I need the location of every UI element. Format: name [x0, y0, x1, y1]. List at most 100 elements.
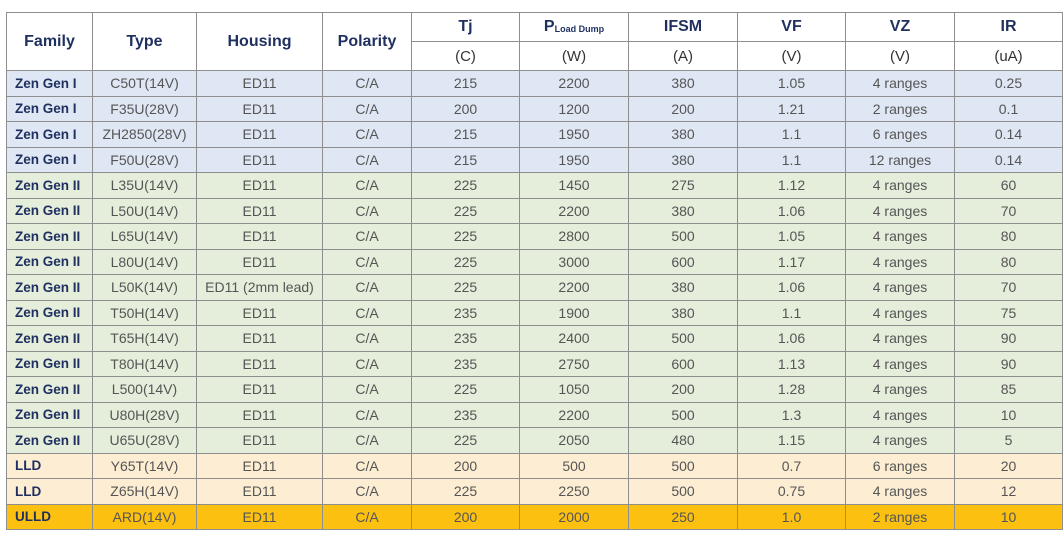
data-cell: L80U(14V) — [92, 248, 197, 275]
data-cell: 1.3 — [737, 401, 846, 428]
data-cell: 2200 — [519, 401, 629, 428]
family-cell: Zen Gen II — [6, 197, 93, 224]
data-cell: 200 — [411, 503, 520, 530]
data-cell: 600 — [628, 248, 738, 275]
data-cell: ED11 — [196, 452, 323, 479]
data-cell: 2 ranges — [845, 95, 955, 122]
data-cell: 75 — [954, 299, 1063, 326]
data-cell: 12 ranges — [845, 146, 955, 173]
column-header: Family — [6, 12, 93, 71]
data-cell: 1.1 — [737, 146, 846, 173]
family-cell: Zen Gen II — [6, 325, 93, 352]
data-cell: 85 — [954, 376, 1063, 403]
table-row: Zen Gen I F50U(28V) ED11 C/A 215 1950 380 1.1 12… — [6, 146, 1063, 173]
table-row: Zen Gen II T50H(14V) ED11 C/A 235 1900 380 1.1 4… — [6, 299, 1063, 326]
data-cell: C/A — [322, 350, 412, 377]
data-cell: 235 — [411, 299, 520, 326]
data-cell: 4 ranges — [845, 172, 955, 199]
data-cell: 235 — [411, 401, 520, 428]
data-cell: 4 ranges — [845, 223, 955, 250]
data-cell: 500 — [628, 478, 738, 505]
data-cell: ED11 — [196, 427, 323, 454]
table-row: LLD Z65H(14V) ED11 C/A 225 2250 500 0.75 4 range… — [6, 478, 1063, 505]
column-label: Tj — [458, 18, 473, 35]
data-cell: 4 ranges — [845, 274, 955, 301]
spec-table: Family Type Housing Polarity Tj PLoad Dump IFS… — [6, 12, 1063, 530]
column-label: P — [543, 18, 555, 35]
data-cell: C/A — [322, 274, 412, 301]
data-cell: 2200 — [519, 197, 629, 224]
column-label: Type — [126, 32, 163, 50]
table-row: Zen Gen II L50K(14V) ED11 (2mm lead) C/A 225… — [6, 274, 1063, 301]
data-cell: C/A — [322, 503, 412, 530]
data-cell: 250 — [628, 503, 738, 530]
data-cell: 1.12 — [737, 172, 846, 199]
data-cell: 2200 — [519, 70, 629, 97]
data-cell: 1.17 — [737, 248, 846, 275]
data-cell: ED11 — [196, 376, 323, 403]
data-cell: L50K(14V) — [92, 274, 197, 301]
column-unit: (uA) — [954, 41, 1063, 71]
data-cell: 235 — [411, 325, 520, 352]
column-label: VF — [781, 18, 802, 35]
data-cell: 4 ranges — [845, 478, 955, 505]
data-cell: ED11 — [196, 197, 323, 224]
data-cell: 80 — [954, 248, 1063, 275]
data-cell: 1950 — [519, 121, 629, 148]
data-cell: 225 — [411, 172, 520, 199]
data-cell: 1.05 — [737, 223, 846, 250]
table-row: Zen Gen I ZH2850(28V) ED11 C/A 215 1950 380 1.1… — [6, 121, 1063, 148]
data-cell: 380 — [628, 197, 738, 224]
data-cell: 1050 — [519, 376, 629, 403]
column-header: IR — [954, 12, 1063, 42]
column-header: Type — [92, 12, 197, 71]
data-cell: 2750 — [519, 350, 629, 377]
data-cell: C/A — [322, 478, 412, 505]
data-cell: 4 ranges — [845, 197, 955, 224]
table-row: LLD Y65T(14V) ED11 C/A 200 500 500 0.7 6 ranges 2… — [6, 452, 1063, 479]
data-cell: 1.06 — [737, 197, 846, 224]
table-row: Zen Gen I F35U(28V) ED11 C/A 200 1200 200 1.21 2… — [6, 95, 1063, 122]
table-row: Zen Gen II L35U(14V) ED11 C/A 225 1450 275 1.12… — [6, 172, 1063, 199]
column-label: IFSM — [663, 18, 703, 35]
data-cell: ZH2850(28V) — [92, 121, 197, 148]
data-cell: 0.1 — [954, 95, 1063, 122]
data-cell: 4 ranges — [845, 401, 955, 428]
data-cell: T65H(14V) — [92, 325, 197, 352]
data-cell: ARD(14V) — [92, 503, 197, 530]
data-cell: 215 — [411, 70, 520, 97]
data-cell: 225 — [411, 274, 520, 301]
data-cell: 480 — [628, 427, 738, 454]
data-cell: 80 — [954, 223, 1063, 250]
data-cell: 1950 — [519, 146, 629, 173]
data-cell: 4 ranges — [845, 325, 955, 352]
family-cell: Zen Gen II — [6, 376, 93, 403]
data-cell: 90 — [954, 350, 1063, 377]
data-cell: 70 — [954, 197, 1063, 224]
column-header: Housing — [196, 12, 323, 71]
column-unit: (A) — [628, 41, 738, 71]
data-cell: 380 — [628, 121, 738, 148]
column-label: VZ — [889, 18, 911, 35]
table-row: Zen Gen II T65H(14V) ED11 C/A 235 2400 500 1.06… — [6, 325, 1063, 352]
data-cell: ED11 — [196, 478, 323, 505]
data-cell: 0.14 — [954, 121, 1063, 148]
data-cell: C/A — [322, 376, 412, 403]
column-header: Polarity — [322, 12, 412, 71]
data-cell: 275 — [628, 172, 738, 199]
data-cell: 4 ranges — [845, 70, 955, 97]
table-row: Zen Gen II L65U(14V) ED11 C/A 225 2800 500 1.05… — [6, 223, 1063, 250]
data-cell: C/A — [322, 299, 412, 326]
unit-row: (C) (W) (A) (V) (V) (uA) — [7, 41, 1063, 71]
family-cell: Zen Gen I — [6, 95, 93, 122]
data-cell: L65U(14V) — [92, 223, 197, 250]
family-cell: Zen Gen II — [6, 427, 93, 454]
column-unit: (C) — [411, 41, 520, 71]
data-cell: Z65H(14V) — [92, 478, 197, 505]
data-cell: 90 — [954, 325, 1063, 352]
data-cell: 12 — [954, 478, 1063, 505]
family-cell: Zen Gen I — [6, 121, 93, 148]
data-cell: ED11 — [196, 95, 323, 122]
family-cell: Zen Gen II — [6, 248, 93, 275]
table-header: Family Type Housing Polarity Tj PLoad Dump IFS… — [6, 12, 1063, 71]
